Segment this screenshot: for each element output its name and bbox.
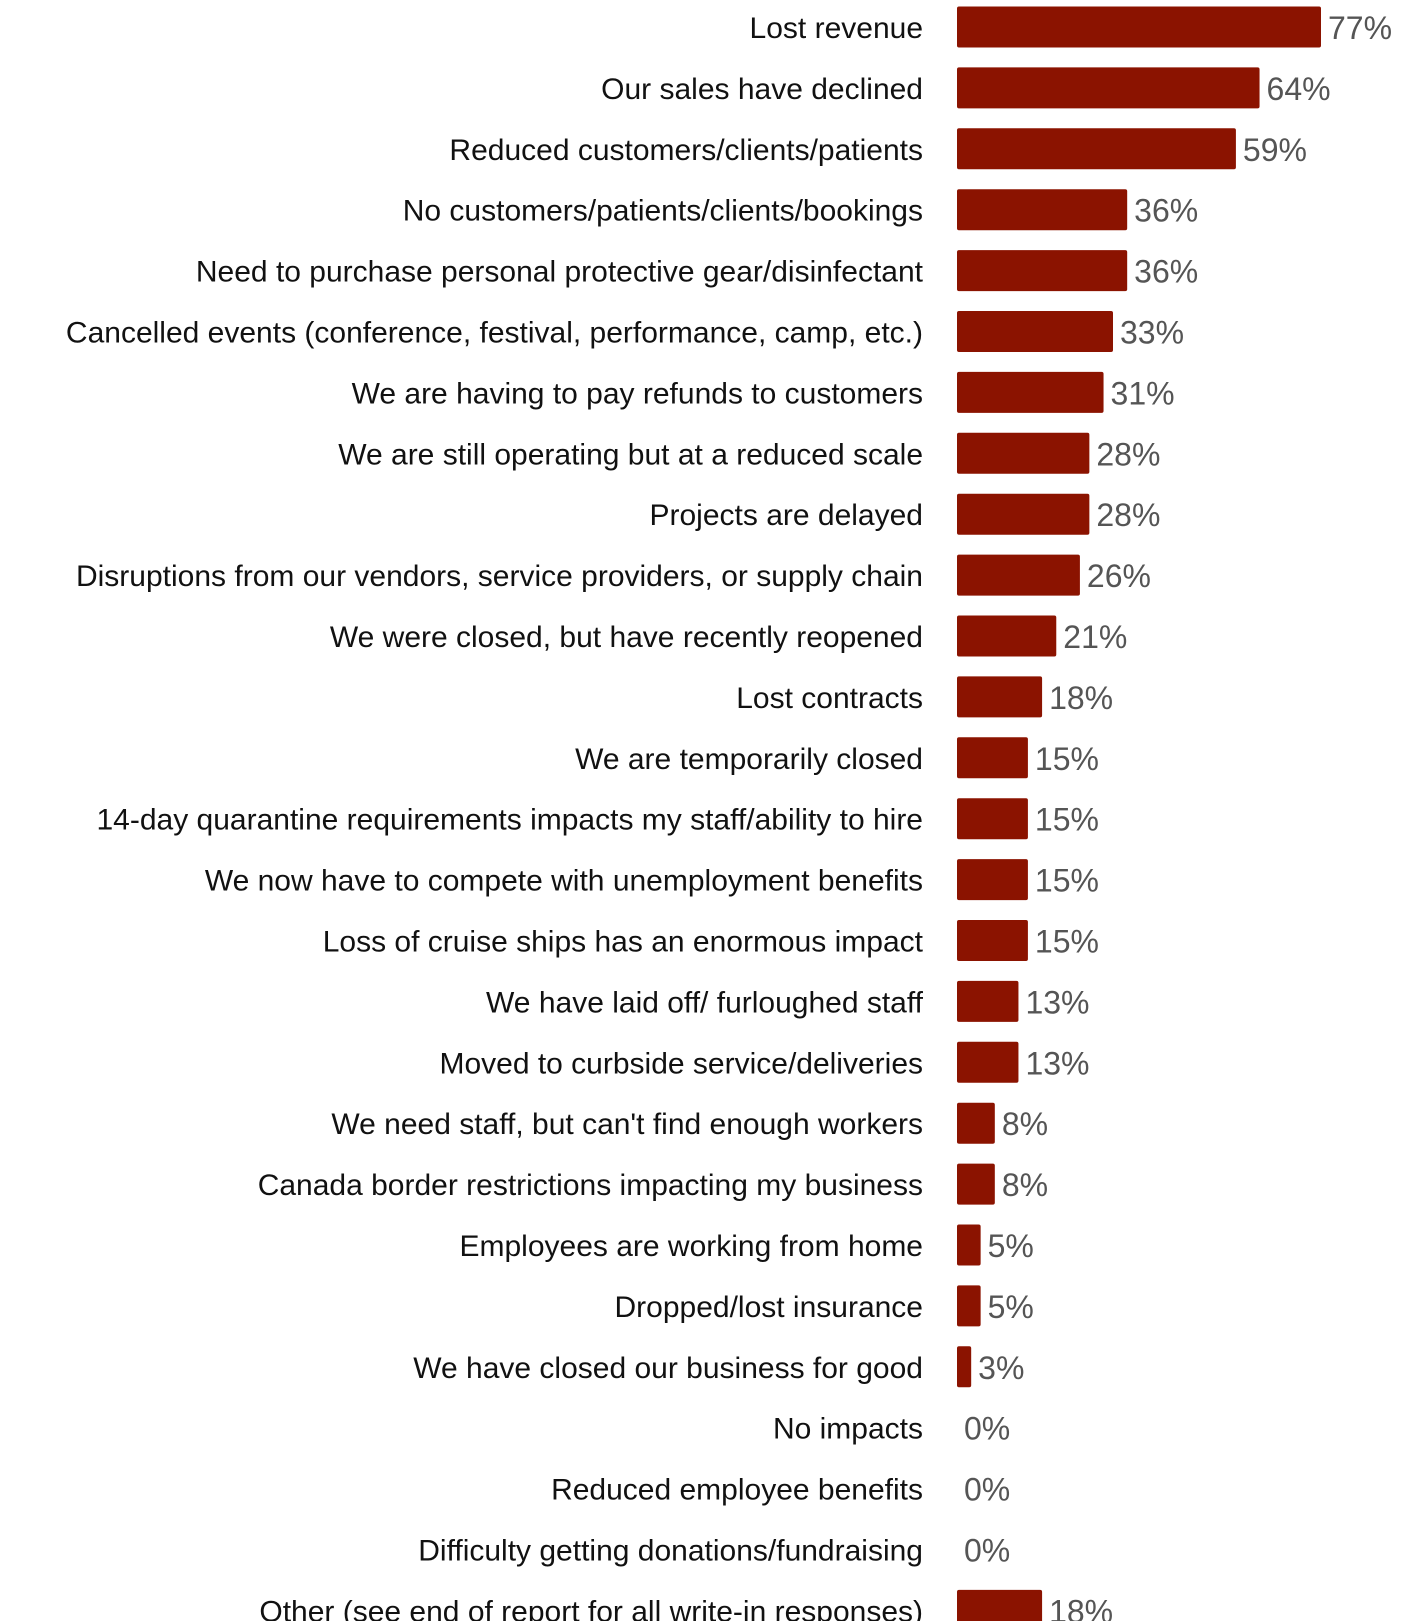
category-label: Reduced employee benefits: [551, 1474, 923, 1507]
value-label: 8%: [1002, 1106, 1048, 1142]
category-label: Disruptions from our vendors, service pr…: [76, 560, 923, 593]
value-label: 15%: [1035, 863, 1099, 899]
value-label: 64%: [1267, 71, 1331, 107]
bar: [957, 554, 1080, 596]
category-label: Loss of cruise ships has an enormous imp…: [323, 926, 924, 959]
category-label: Lost revenue: [750, 12, 923, 45]
category-label: We were closed, but have recently reopen…: [330, 621, 923, 654]
bar: [957, 1589, 1043, 1621]
category-label: 14-day quarantine requirements impacts m…: [96, 804, 923, 837]
category-label: Need to purchase personal protective gea…: [196, 256, 924, 289]
bar: [957, 980, 1019, 1022]
value-label: 59%: [1243, 132, 1307, 168]
category-label: Cancelled events (conference, festival, …: [66, 317, 923, 350]
value-label: 13%: [1025, 1045, 1089, 1081]
bar: [957, 737, 1028, 779]
bar: [957, 67, 1260, 109]
bar: [957, 1041, 1019, 1083]
value-label: 0%: [964, 1411, 1010, 1447]
category-label: Reduced customers/clients/patients: [449, 134, 923, 167]
value-label: 15%: [1035, 802, 1099, 838]
bar: [957, 432, 1090, 474]
bar: [957, 6, 1321, 48]
bar: [957, 1346, 972, 1388]
value-label: 3%: [978, 1350, 1024, 1386]
category-label: We are still operating but at a reduced …: [338, 438, 923, 471]
category-label: Employees are working from home: [459, 1230, 923, 1263]
bar: [957, 128, 1236, 170]
value-label: 13%: [1025, 984, 1089, 1020]
category-label: Lost contracts: [736, 682, 923, 715]
value-label: 26%: [1087, 558, 1151, 594]
category-label: Projects are delayed: [650, 499, 924, 532]
value-label: 18%: [1049, 1593, 1113, 1621]
category-label: We are temporarily closed: [575, 743, 923, 776]
category-label: We have laid off/ furloughed staff: [486, 986, 924, 1019]
bar: [957, 250, 1128, 292]
bar: [957, 371, 1104, 413]
value-label: 33%: [1120, 315, 1184, 351]
chart-rows: Lost revenue 77% Our sales have declined 64…: [66, 6, 1392, 1621]
category-label: No impacts: [773, 1413, 923, 1446]
value-label: 15%: [1035, 741, 1099, 777]
category-label: Moved to curbside service/deliveries: [439, 1047, 923, 1080]
bar: [957, 1102, 995, 1144]
category-label: Difficulty getting donations/fundraising: [418, 1535, 923, 1568]
value-label: 18%: [1049, 680, 1113, 716]
value-label: 5%: [988, 1289, 1034, 1325]
bar: [957, 798, 1028, 840]
bar: [957, 615, 1057, 657]
value-label: 36%: [1134, 254, 1198, 290]
bar: [957, 1163, 995, 1205]
category-label: We are having to pay refunds to customer…: [352, 377, 923, 410]
category-label: We now have to compete with unemployment…: [205, 865, 923, 898]
bar: [957, 189, 1128, 231]
value-label: 31%: [1111, 375, 1175, 411]
value-label: 36%: [1134, 193, 1198, 229]
value-label: 0%: [964, 1533, 1010, 1569]
value-label: 21%: [1063, 619, 1127, 655]
bar: [957, 859, 1028, 901]
category-label: We need staff, but can't find enough wor…: [331, 1108, 923, 1141]
bar: [957, 311, 1113, 352]
category-label: No customers/patients/clients/bookings: [403, 195, 923, 228]
value-label: 28%: [1096, 436, 1160, 472]
value-label: 5%: [988, 1228, 1034, 1264]
value-label: 8%: [1002, 1167, 1048, 1203]
value-label: 15%: [1035, 924, 1099, 960]
bar: [957, 1224, 981, 1266]
category-label: Our sales have declined: [601, 73, 923, 106]
value-label: 77%: [1328, 10, 1392, 46]
category-label: We have closed our business for good: [413, 1352, 923, 1385]
bar: [957, 920, 1028, 961]
category-label: Other (see end of report for all write-i…: [259, 1595, 923, 1621]
bar: [957, 676, 1043, 718]
bar: [957, 1285, 981, 1327]
category-label: Canada border restrictions impacting my …: [258, 1169, 923, 1202]
value-label: 0%: [964, 1472, 1010, 1508]
bar: [957, 493, 1090, 535]
category-label: Dropped/lost insurance: [614, 1291, 923, 1324]
value-label: 28%: [1096, 497, 1160, 533]
